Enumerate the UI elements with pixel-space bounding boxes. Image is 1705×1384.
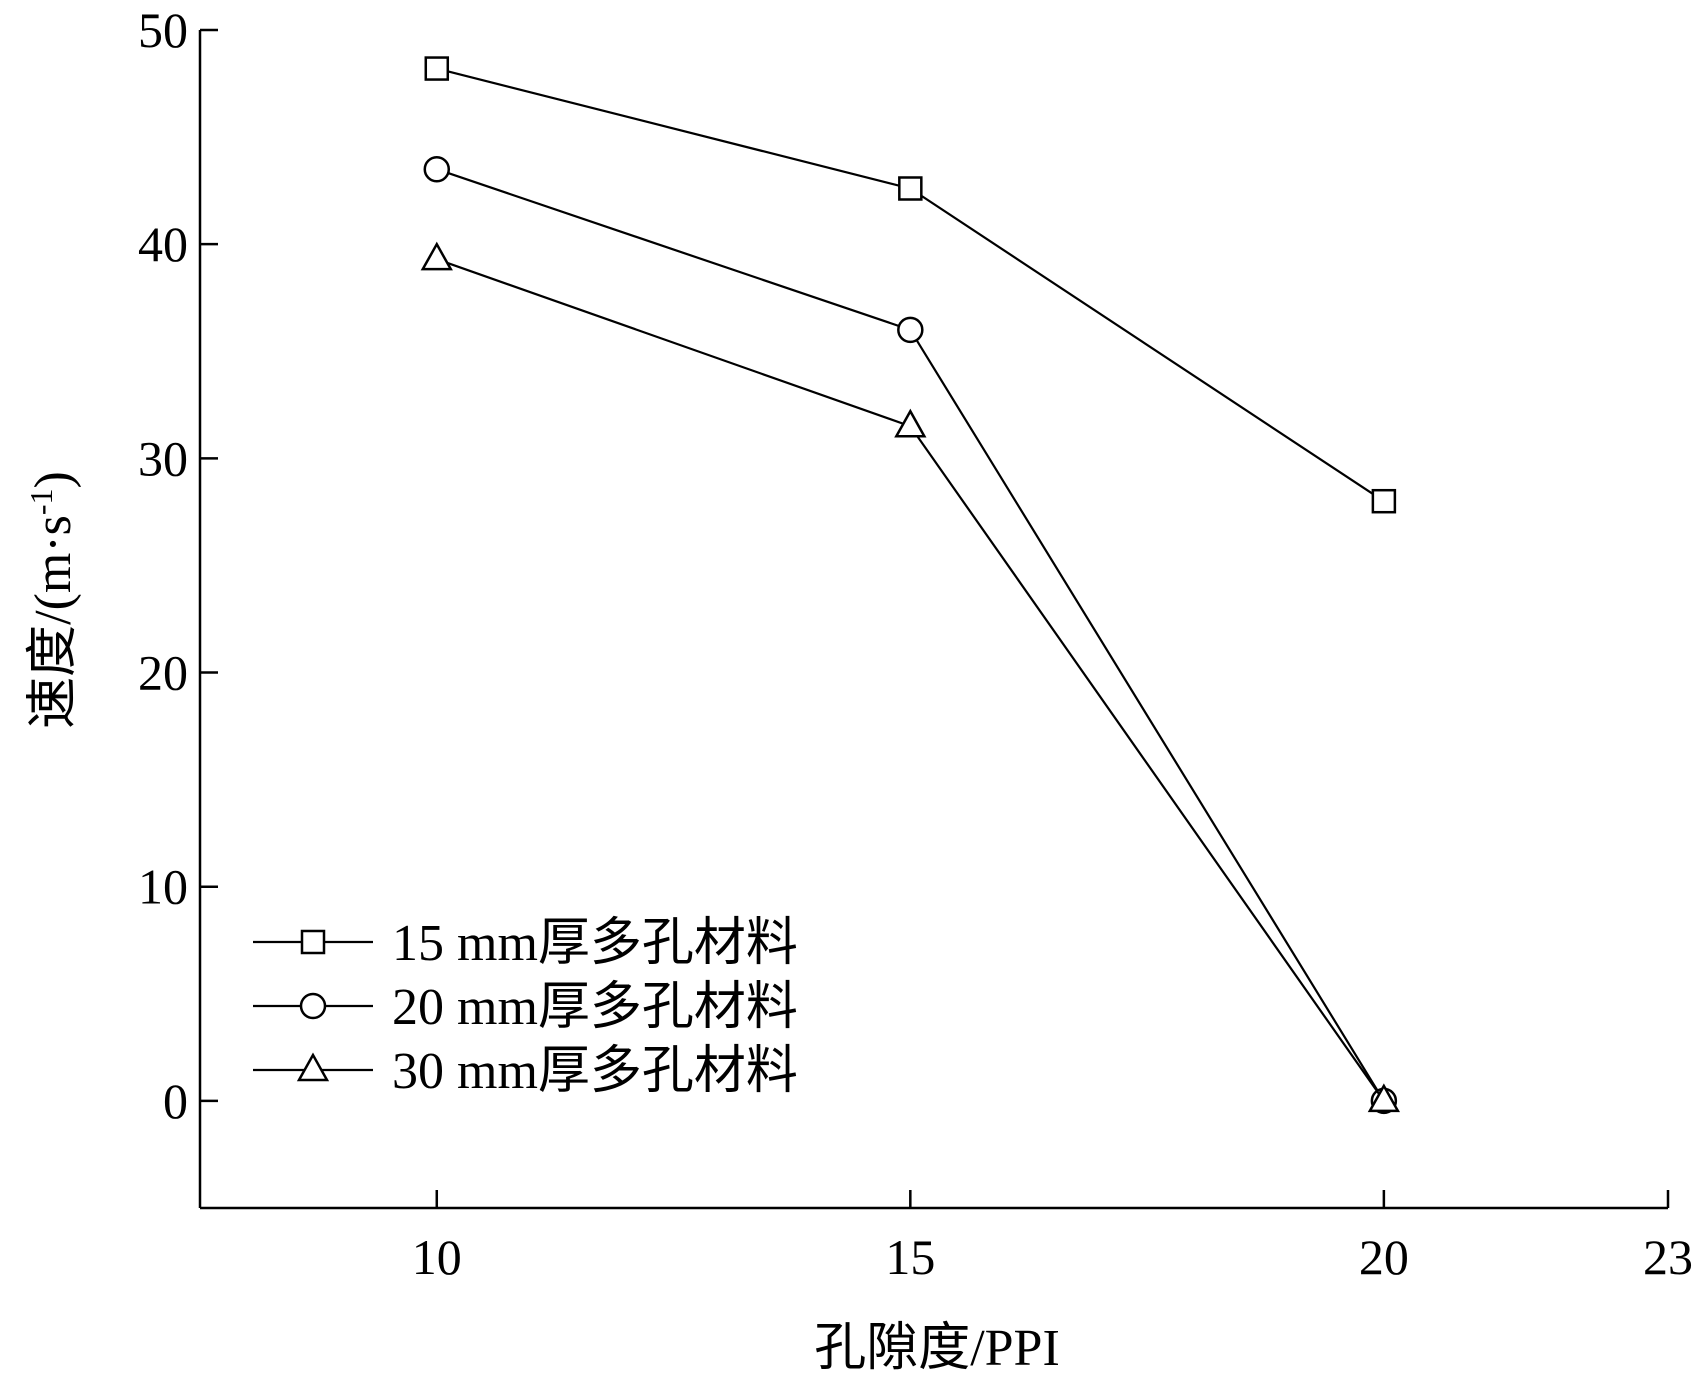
series-3-point-2: [894, 408, 927, 438]
x-tick-label-23: 23: [1643, 1229, 1693, 1285]
series-1-point-3: [1371, 488, 1397, 514]
legend-item-2: 20 mm厚多孔材料: [253, 979, 798, 1036]
series-1-point-1: [424, 56, 450, 81]
series-3: [420, 241, 1401, 1113]
series-3-point-3: [1367, 1083, 1401, 1113]
series-3-point-1: [420, 241, 453, 271]
legend-layer: 15 mm厚多孔材料 20 mm厚多孔材料 30 mm厚多孔材料: [253, 915, 798, 1100]
y-tick-label-0: 0: [163, 1073, 188, 1129]
y-axis-title: 速度/(m·s-1): [23, 471, 82, 729]
y-axis-title-sup: -1: [23, 488, 59, 515]
y-axis-title-tail: ): [25, 471, 82, 488]
series-2-point-2: [897, 316, 924, 344]
x-axis-title: 孔隙度/PPI: [814, 1320, 1060, 1377]
y-axis-title-main: 速度/(m·s: [25, 515, 82, 729]
y-tick-label-10: 10: [138, 859, 188, 915]
legend-item-3: 30 mm厚多孔材料: [253, 1043, 798, 1100]
legend-item-1: 15 mm厚多孔材料: [253, 915, 798, 972]
legend-label-3: 30 mm厚多孔材料: [392, 1043, 798, 1100]
series-2-point-1: [423, 155, 451, 183]
x-tick-label-20: 20: [1359, 1229, 1409, 1285]
legend-label-2: 20 mm厚多孔材料: [392, 979, 798, 1036]
series-3-line: [436, 258, 1385, 1102]
legend-marker-2: [299, 992, 327, 1020]
legend-label-1: 15 mm厚多孔材料: [392, 915, 798, 972]
y-tick-label-20: 20: [138, 645, 188, 701]
series-1: [424, 56, 1397, 514]
series-1-point-2: [898, 176, 923, 201]
y-tick-label-50: 50: [138, 2, 188, 58]
y-tick-label-30: 30: [138, 430, 188, 486]
x-tick-label-15: 15: [885, 1229, 935, 1285]
series-layer: [420, 56, 1401, 1115]
y-tick-label-40: 40: [138, 216, 188, 272]
axes-layer: 0 10 20 30 40 50 10 15 20 23: [138, 2, 1693, 1285]
legend-marker-3: [296, 1052, 330, 1082]
x-tick-label-10: 10: [412, 1229, 462, 1285]
legend-marker-1: [300, 929, 326, 955]
